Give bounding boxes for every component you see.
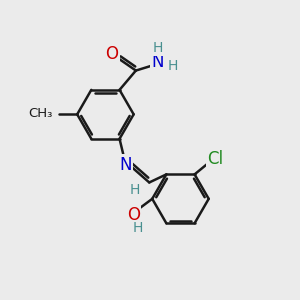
Text: H: H — [152, 41, 163, 55]
Text: Cl: Cl — [207, 150, 224, 168]
Text: H: H — [129, 183, 140, 197]
Text: H: H — [133, 221, 143, 235]
Text: CH₃: CH₃ — [28, 107, 53, 120]
Text: O: O — [106, 45, 118, 63]
Text: O: O — [127, 206, 140, 224]
Text: N: N — [151, 53, 164, 71]
Text: H: H — [167, 59, 178, 73]
Text: N: N — [119, 156, 132, 174]
